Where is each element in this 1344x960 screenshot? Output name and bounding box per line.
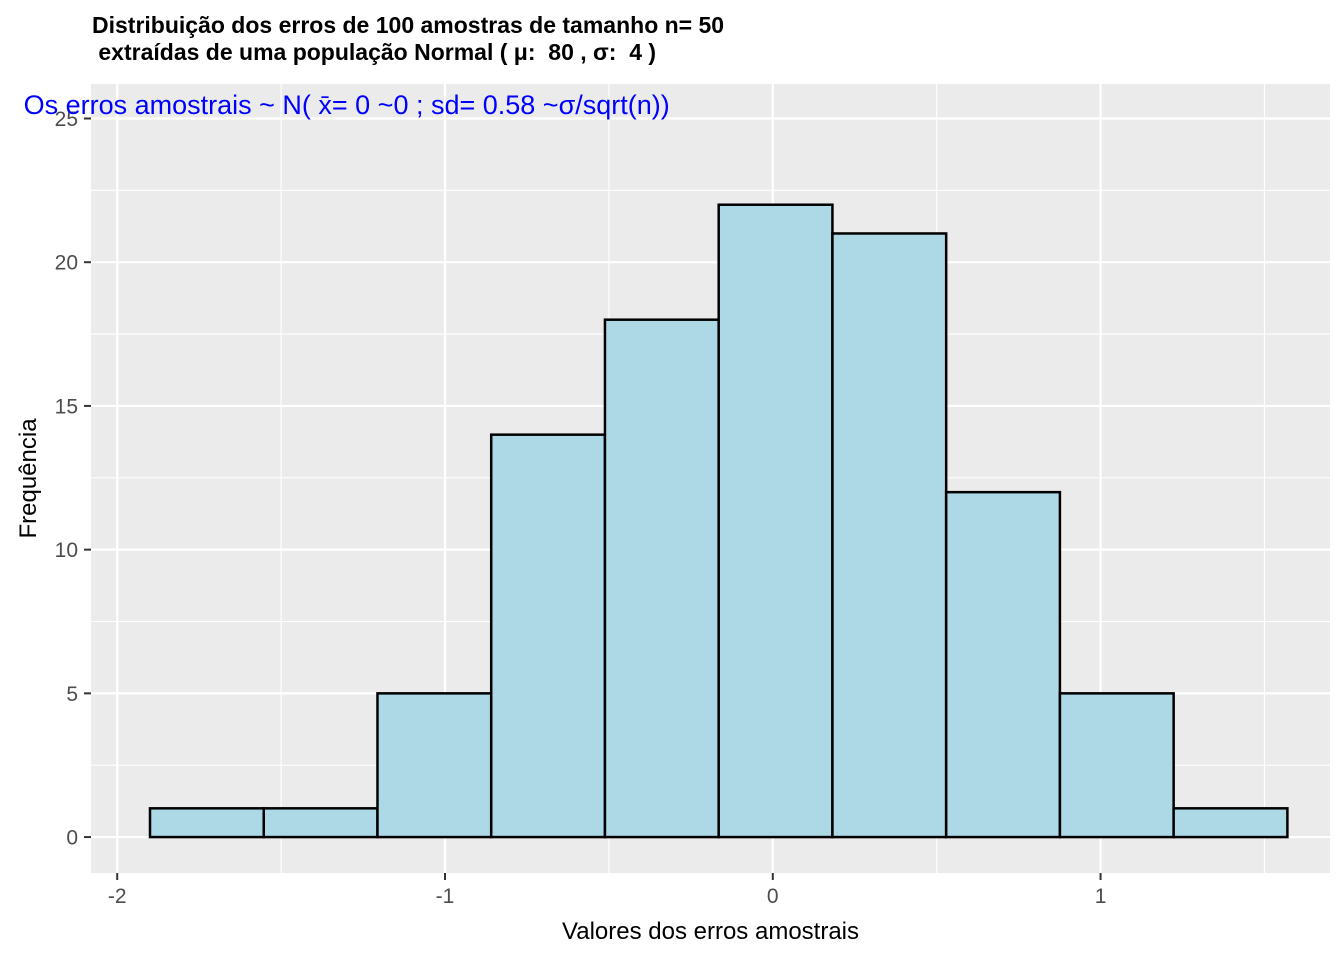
- histogram-bar-9: [1058, 692, 1175, 839]
- x-axis: -2 -1 0 1: [108, 873, 1107, 908]
- annotation-text: Os erros amostrais ~ N( x̄= 0 ~0 ; sd= 0…: [24, 90, 670, 120]
- y-tick-label: 10: [55, 539, 78, 562]
- histogram-bar-7: [831, 232, 948, 839]
- x-tick-label: 0: [767, 885, 779, 908]
- y-tick-label: 15: [55, 395, 78, 418]
- histogram-bar-3: [376, 692, 493, 839]
- y-axis-label: Frequência: [15, 418, 42, 539]
- chart-title: Distribuição dos erros de 100 amostras d…: [92, 12, 725, 38]
- y-tick-label: 5: [66, 683, 78, 706]
- histogram-bar-6: [717, 203, 834, 839]
- histogram-bar-2: [262, 807, 379, 839]
- histogram-bar-1: [148, 807, 265, 839]
- y-tick-label: 0: [66, 827, 78, 850]
- histogram-bar-5: [603, 318, 720, 839]
- y-tick-label: 25: [55, 108, 78, 131]
- histogram-bars: [148, 203, 1289, 839]
- histogram-bar-8: [944, 490, 1062, 839]
- y-axis: 0 5 10 15 20 25: [55, 108, 91, 850]
- x-axis-label: Valores dos erros amostrais: [562, 918, 859, 945]
- x-tick-label: -2: [108, 885, 127, 908]
- histogram-bar-4: [489, 433, 607, 839]
- x-tick-label: 1: [1095, 885, 1107, 908]
- histogram-bar-10: [1172, 807, 1289, 839]
- x-tick-label: -1: [436, 885, 455, 908]
- y-tick-label: 20: [55, 252, 78, 275]
- chart-subtitle: extraídas de uma população Normal ( μ: 8…: [92, 39, 657, 65]
